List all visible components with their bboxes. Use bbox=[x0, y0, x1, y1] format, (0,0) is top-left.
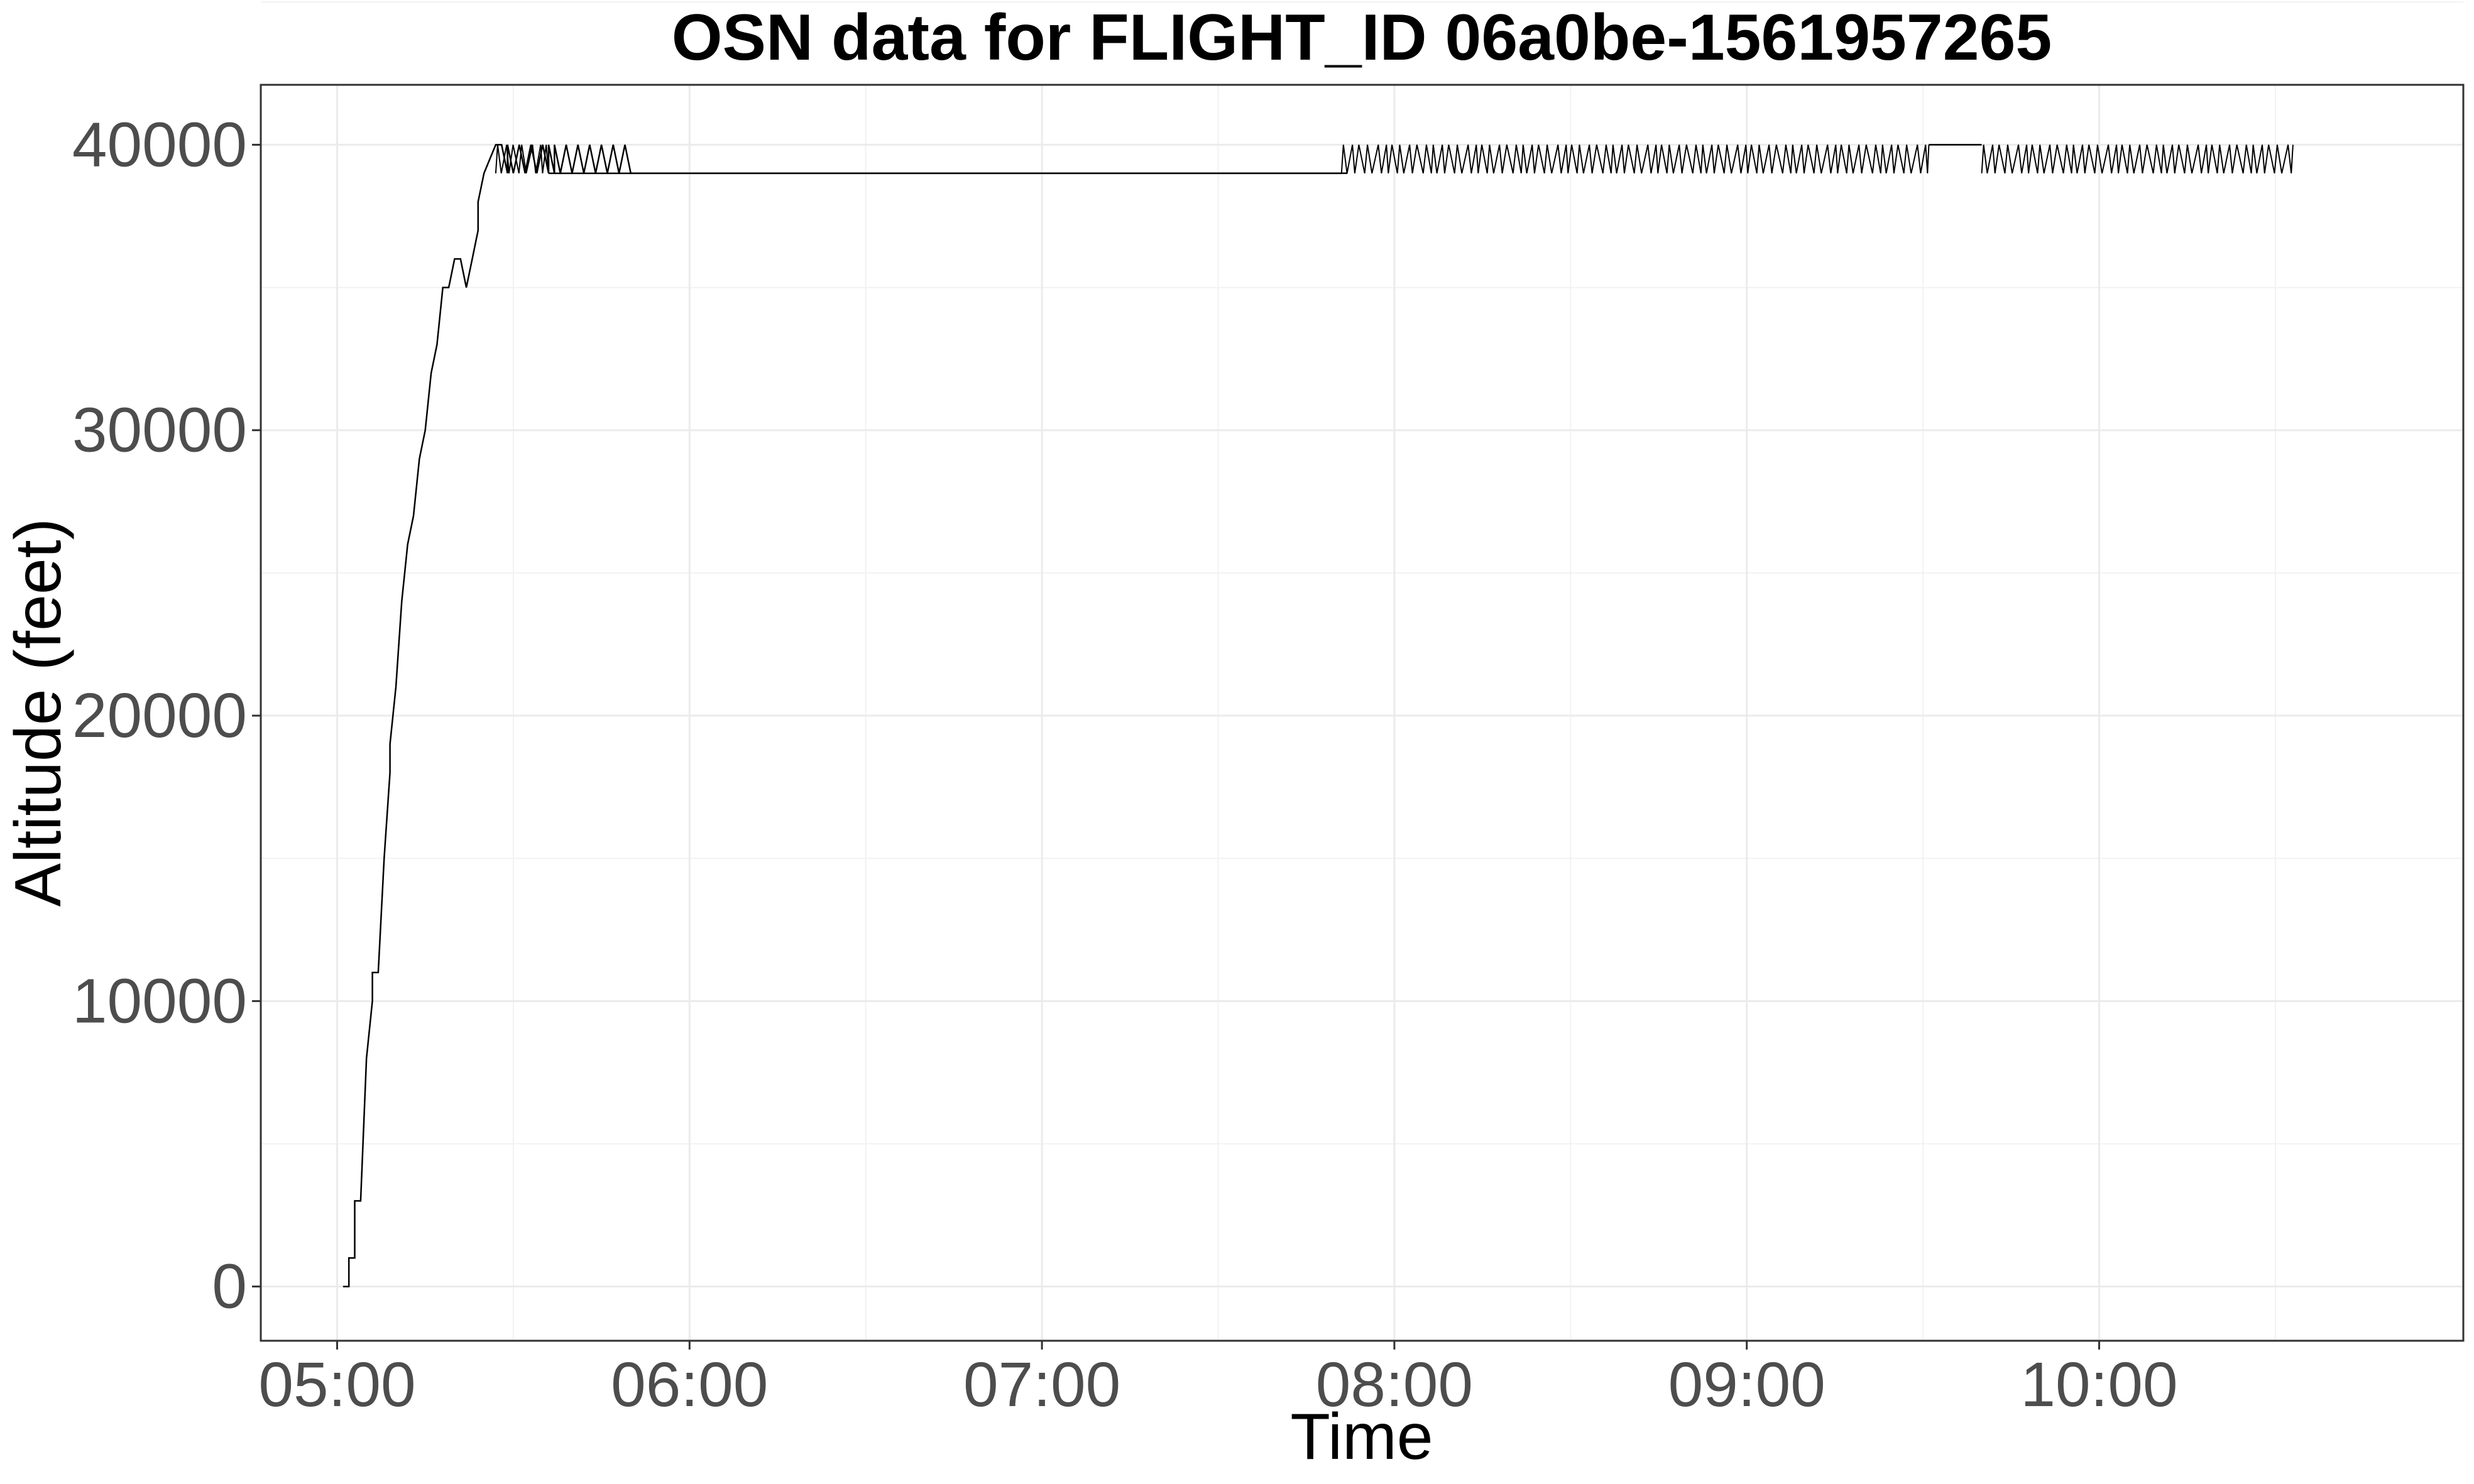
y-tick-label: 30000 bbox=[72, 395, 247, 466]
x-axis-title: Time bbox=[1290, 1400, 1433, 1473]
plot-panel bbox=[261, 85, 2463, 1341]
grid-layer bbox=[261, 1, 2463, 1341]
x-axis: 05:00 06:00 07:00 08:00 09:00 10:00 bbox=[258, 1341, 2178, 1420]
line-layer bbox=[342, 144, 2294, 1287]
altitude-oscillation bbox=[1340, 145, 1930, 174]
plot-border bbox=[260, 84, 2465, 1342]
y-tick-label: 40000 bbox=[72, 109, 247, 180]
y-axis-title: Altitude (feet) bbox=[2, 518, 75, 907]
y-tick-label: 20000 bbox=[72, 680, 247, 751]
x-tick-label: 09:00 bbox=[1668, 1350, 1825, 1420]
altitude-oscillation bbox=[495, 145, 549, 174]
altitude-oscillation bbox=[1981, 145, 2294, 174]
y-axis: 0 10000 20000 30000 40000 bbox=[72, 109, 261, 1322]
x-tick-label: 07:00 bbox=[963, 1350, 1120, 1420]
y-tick-label: 0 bbox=[212, 1252, 247, 1322]
chart-title: OSN data for FLIGHT_ID 06a0be-1561957265 bbox=[672, 1, 2052, 74]
y-tick-label: 10000 bbox=[72, 966, 247, 1036]
x-tick-label: 08:00 bbox=[1316, 1350, 1473, 1420]
x-tick-label: 06:00 bbox=[611, 1350, 768, 1420]
x-tick-label: 05:00 bbox=[258, 1350, 415, 1420]
x-tick-label: 10:00 bbox=[2020, 1350, 2177, 1420]
